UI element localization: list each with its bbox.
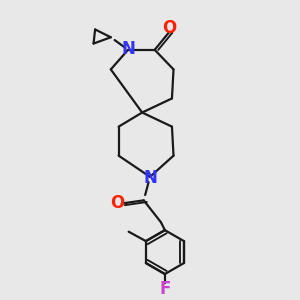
- Text: N: N: [144, 169, 158, 187]
- Text: O: O: [110, 194, 124, 212]
- Text: N: N: [121, 40, 135, 58]
- Text: O: O: [163, 19, 177, 37]
- Text: F: F: [159, 280, 171, 298]
